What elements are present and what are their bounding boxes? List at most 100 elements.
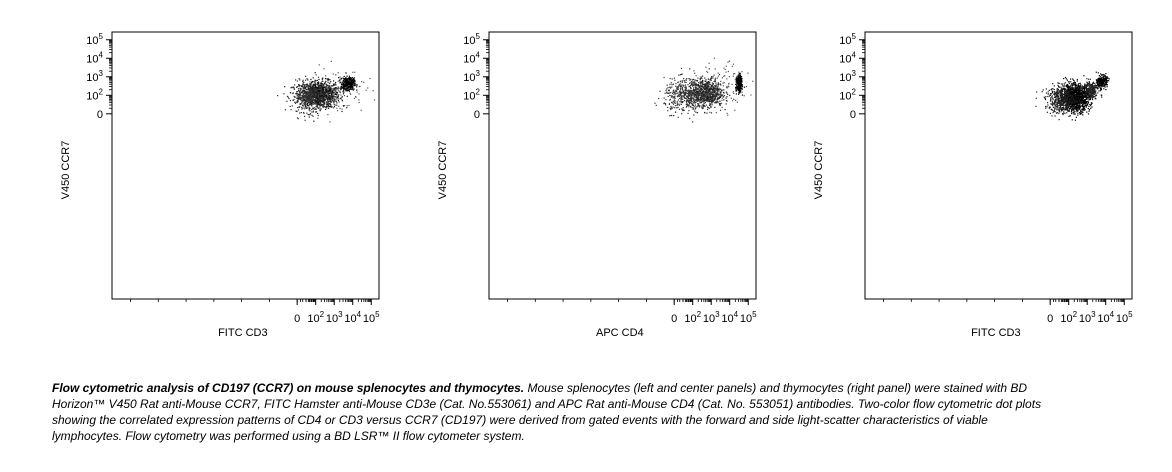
event-dot — [293, 87, 295, 89]
event-dot — [1070, 89, 1073, 91]
event-dot — [678, 108, 681, 110]
event-dot — [339, 80, 341, 82]
event-dot — [672, 106, 674, 108]
event-dot — [1082, 100, 1084, 102]
event-dot — [699, 94, 701, 96]
event-dot — [1069, 107, 1071, 109]
event-dot — [708, 82, 711, 84]
event-dot — [727, 61, 729, 63]
event-dot — [354, 82, 357, 84]
event-dot — [328, 88, 330, 90]
event-dot — [336, 104, 338, 106]
event-dot — [719, 88, 721, 90]
event-dot — [304, 95, 306, 97]
event-dot — [1083, 87, 1085, 90]
event-dot — [709, 87, 711, 89]
event-dot — [327, 78, 329, 80]
event-dot — [326, 105, 328, 108]
event-dot — [1060, 97, 1062, 99]
event-dot — [339, 79, 341, 81]
event-dot — [718, 89, 720, 91]
event-dot — [311, 102, 313, 104]
event-dot — [705, 91, 707, 94]
event-dot — [1066, 101, 1068, 103]
event-dot — [706, 85, 708, 87]
event-dot — [672, 103, 675, 105]
event-dot — [719, 100, 721, 102]
event-dot — [346, 79, 348, 81]
event-dot — [350, 81, 352, 83]
event-dot — [310, 92, 313, 94]
event-dot — [1078, 102, 1080, 104]
event-dot — [1086, 111, 1088, 113]
event-dot — [305, 100, 307, 102]
event-dot — [1086, 93, 1089, 95]
event-dot — [691, 80, 693, 83]
event-dot — [682, 98, 684, 100]
event-dot — [687, 84, 689, 86]
event-dot — [327, 98, 330, 100]
event-dot — [698, 82, 700, 84]
event-dot — [696, 83, 698, 86]
event-dot — [333, 90, 335, 92]
event-dot — [668, 103, 670, 105]
event-dot — [316, 91, 318, 93]
event-dot — [1080, 96, 1083, 98]
event-dot — [686, 92, 688, 94]
event-dot — [689, 82, 691, 84]
event-dot — [681, 98, 683, 100]
event-dot — [310, 102, 312, 104]
event-dot — [670, 115, 672, 117]
event-dot — [1079, 109, 1081, 111]
event-dot — [695, 100, 697, 102]
event-dot — [711, 99, 713, 101]
event-dot — [738, 81, 740, 83]
event-dot — [327, 91, 329, 93]
event-dot — [717, 83, 719, 85]
event-dot — [717, 85, 719, 87]
event-dot — [1073, 82, 1075, 84]
event-dot — [694, 79, 696, 81]
event-dot — [1070, 78, 1072, 80]
event-dot — [687, 95, 689, 97]
event-dot — [351, 79, 353, 81]
event-dot — [341, 110, 343, 113]
event-dot — [306, 78, 308, 80]
event-dot — [738, 89, 740, 92]
event-dot — [308, 107, 310, 109]
tick-exponent: 4 — [99, 50, 104, 59]
event-dot — [676, 92, 678, 94]
event-dot — [677, 99, 679, 101]
event-dot — [319, 110, 321, 112]
event-dot — [665, 104, 667, 106]
event-dot — [315, 96, 317, 98]
event-dot — [325, 86, 327, 88]
event-dot — [666, 92, 668, 94]
event-dot — [296, 97, 298, 99]
event-dot — [306, 91, 308, 93]
event-dot — [353, 88, 355, 90]
event-dot — [669, 83, 671, 85]
event-dot — [1086, 96, 1088, 98]
event-dot — [322, 101, 324, 103]
event-dot — [708, 85, 710, 87]
event-dot — [690, 87, 692, 89]
event-dot — [701, 101, 703, 103]
event-dot — [736, 81, 738, 83]
event-dot — [750, 94, 752, 96]
event-dot — [311, 80, 313, 83]
event-dot — [308, 92, 310, 94]
event-dot — [695, 89, 697, 91]
event-dot — [701, 91, 703, 93]
event-dot — [313, 103, 315, 105]
event-dot — [348, 90, 350, 92]
event-dot — [318, 92, 320, 94]
event-dot — [705, 88, 707, 91]
event-dot — [326, 91, 328, 93]
event-dot — [307, 104, 309, 107]
y-tick-label: 103 — [463, 69, 480, 84]
event-dot — [1068, 110, 1070, 112]
event-dot — [1074, 90, 1076, 93]
event-dot — [346, 88, 348, 90]
event-dot — [319, 97, 321, 99]
